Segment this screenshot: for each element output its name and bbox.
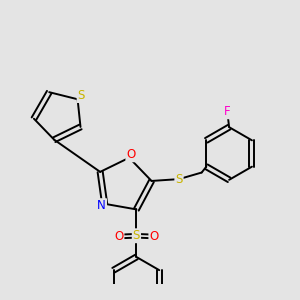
Text: O: O: [149, 230, 159, 243]
Text: N: N: [98, 199, 106, 212]
Text: O: O: [126, 148, 136, 161]
Text: S: S: [175, 172, 183, 186]
Text: F: F: [224, 105, 231, 118]
Text: S: S: [133, 229, 140, 242]
Text: O: O: [114, 230, 124, 243]
Text: S: S: [78, 89, 85, 102]
